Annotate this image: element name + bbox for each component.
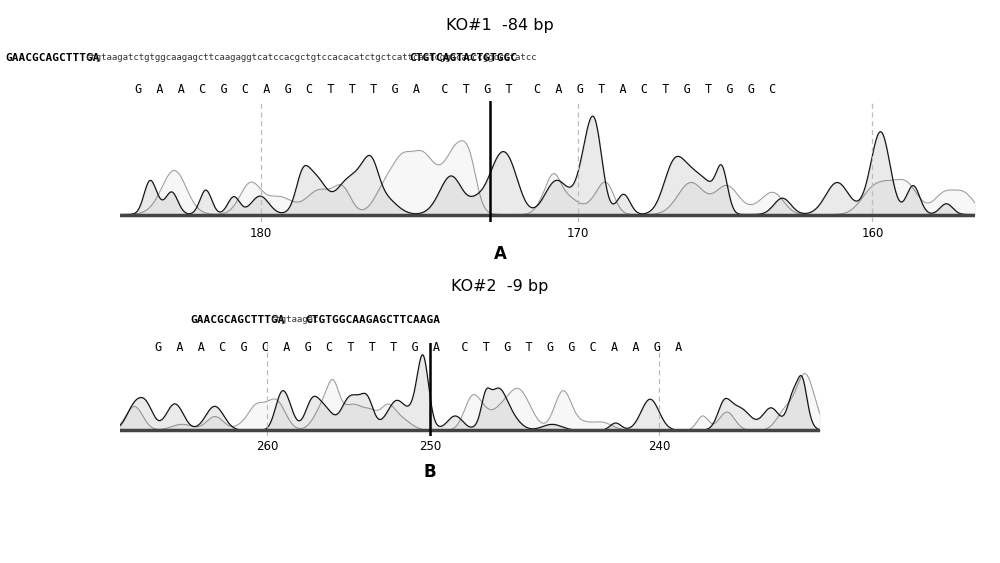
Text: G  A  A  C  G  C  A  G  C  T  T  T  G  A   C  T  G  T  G  G  C  A  A  G  A: G A A C G C A G C T T T G A C T G T G G … [155, 341, 682, 354]
Text: KO#1  -84 bp: KO#1 -84 bp [446, 18, 554, 33]
Text: A: A [494, 245, 506, 263]
Text: KO#2  -9 bp: KO#2 -9 bp [451, 279, 549, 294]
Text: CTGTCAGTACTGTGGC: CTGTCAGTACTGTGGC [409, 53, 517, 64]
Text: ctgtaagatctgtggcaagagcttcaagaggtcatccacgctgtccacacatctgctcattcactcggacacccggccct: ctgtaagatctgtggcaagagcttcaagaggtcatccacg… [86, 53, 537, 62]
Text: ctgtaagat: ctgtaagat [270, 315, 319, 324]
Text: G  A  A  C  G  C  A  G  C  T  T  T  G  A   C  T  G  T   C  A  G  T  A  C  T  G  : G A A C G C A G C T T T G A C T G T C A … [135, 83, 776, 96]
Text: GAACGCAGCTTTGA: GAACGCAGCTTTGA [5, 53, 100, 64]
Text: B: B [424, 463, 436, 481]
Text: GAACGCAGCTTTGA: GAACGCAGCTTTGA [190, 315, 285, 325]
Text: CTGTGGCAAGAGCTTCAAGA: CTGTGGCAAGAGCTTCAAGA [305, 315, 440, 325]
